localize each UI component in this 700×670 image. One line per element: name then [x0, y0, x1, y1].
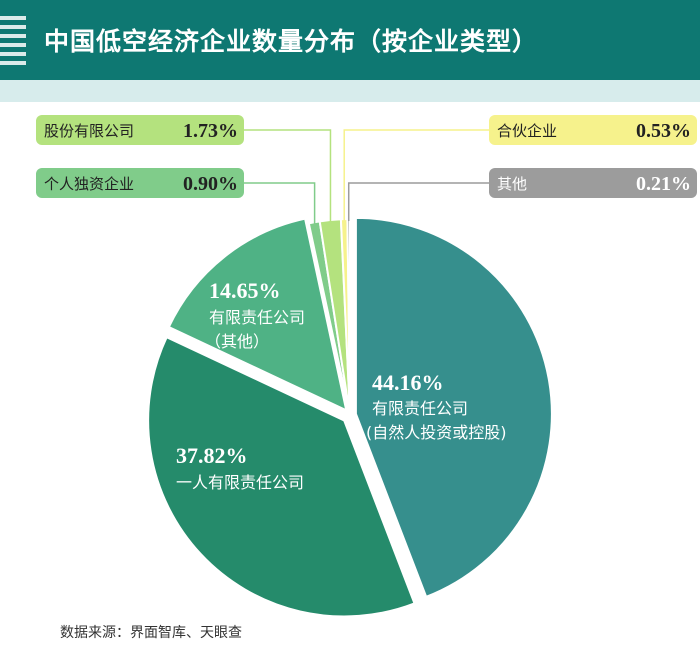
callout-box: [36, 168, 244, 198]
callout-label: 合伙企业: [497, 122, 557, 140]
slice-name-label: 有限责任公司: [209, 308, 305, 327]
callout-value: 1.73%: [183, 120, 238, 142]
pie-slice: [354, 216, 553, 599]
source-note: 数据来源：界面智库、天眼查: [60, 625, 242, 641]
slice-value-label: 14.65%: [209, 278, 281, 303]
slice-name-label: 有限责任公司: [372, 399, 468, 418]
callout-leader-line: [343, 129, 489, 222]
pie-slice: [147, 335, 416, 618]
header-stripes-decoration: [0, 16, 26, 66]
header-band: [0, 80, 700, 102]
callout-leader-line: [244, 129, 332, 222]
callout-value: 0.21%: [636, 173, 691, 195]
slice-value-label: 44.16%: [372, 370, 444, 395]
callout-label: 股份有限公司: [44, 122, 134, 140]
chart-title: 中国低空经济企业数量分布（按企业类型）: [44, 27, 539, 56]
slice-value-label: 37.82%: [176, 443, 248, 468]
callout-box: [489, 168, 697, 198]
pie-slice: [167, 217, 348, 413]
callout-value: 0.90%: [183, 173, 238, 195]
callout-label: 个人独资企业: [44, 175, 134, 193]
callout-value: 0.53%: [636, 120, 691, 142]
header-banner: 中国低空经济企业数量分布（按企业类型）: [0, 0, 700, 80]
callout-box: [36, 115, 244, 145]
callout-box: [489, 115, 697, 145]
callout-label: 其他: [497, 175, 527, 193]
callout-leader-line: [244, 182, 316, 225]
slice-sub-label: (自然人投资或控股): [366, 423, 507, 442]
slice-sub-label: （其他）: [205, 332, 269, 351]
slice-name-label: 一人有限责任公司: [176, 473, 304, 492]
callout-leader-line: [347, 182, 489, 222]
